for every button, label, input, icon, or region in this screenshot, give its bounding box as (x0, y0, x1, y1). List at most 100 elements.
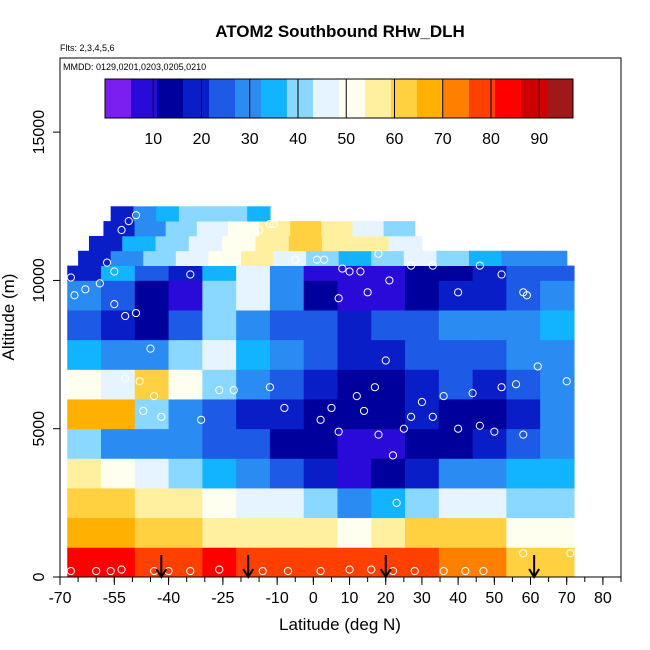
sample-point (283, 566, 293, 576)
heatmap-cell (255, 235, 290, 252)
heatmap-cell (371, 280, 406, 311)
heatmap-cell (403, 250, 438, 266)
heatmap-cell (472, 310, 507, 341)
heatmap-cell (405, 547, 440, 577)
heatmap-cell (438, 547, 474, 577)
sample-point (124, 217, 133, 226)
colorbar-swatch (209, 79, 236, 118)
sample-point (562, 377, 571, 386)
heatmap-cell (303, 339, 339, 370)
heatmap-cell (337, 369, 372, 400)
sample-point (117, 565, 126, 574)
x-tick-label: 70 (558, 590, 576, 607)
heatmap-cell (472, 428, 507, 459)
heatmap-cell (337, 399, 372, 430)
heatmap-cell (134, 488, 170, 519)
heatmap-cell (472, 547, 507, 577)
heatmap-cell (168, 488, 203, 519)
sample-point (345, 267, 354, 276)
heatmap-cell (506, 428, 541, 459)
sample-point (468, 389, 477, 398)
sample-point (490, 427, 499, 436)
heatmap-cell (67, 339, 102, 370)
heatmap-cell (67, 517, 102, 548)
heatmap-cell (133, 206, 157, 222)
heatmap-cell (371, 339, 406, 370)
sample-point (385, 276, 394, 285)
heatmap-cell (306, 250, 340, 266)
heatmap-cell (337, 428, 372, 459)
sample-point (374, 430, 383, 439)
colorbar-swatch (365, 79, 392, 118)
sample-point (131, 308, 141, 318)
y-tick-label: 0 (31, 572, 48, 581)
colorbar-tick-label: 70 (434, 131, 452, 148)
sample-point (381, 356, 390, 365)
colorbar-swatch (313, 79, 340, 118)
heatmap-cell (383, 221, 416, 237)
heatmap-cell (534, 250, 568, 266)
sample-point (81, 285, 90, 294)
heatmap-cell (405, 488, 440, 519)
sample-point (345, 565, 354, 574)
sample-point (146, 344, 155, 353)
sample-point (316, 566, 325, 576)
sample-point (352, 391, 361, 401)
heatmap-cell (202, 265, 237, 281)
heatmap-cell (405, 517, 440, 548)
heatmap-cell (188, 235, 223, 252)
x-tick-label: -25 (211, 590, 234, 607)
heatmap-cell (540, 428, 575, 459)
x-tick-label: 50 (485, 590, 503, 607)
heatmap-cell (303, 265, 339, 281)
heatmap-cell (540, 265, 575, 281)
heatmap-cell (371, 458, 406, 489)
heatmap-cell (337, 517, 372, 548)
heatmap-cell (303, 517, 339, 548)
heatmap-cell (134, 221, 167, 237)
heatmap-cell (540, 280, 575, 311)
heatmap-cell (101, 399, 136, 430)
heatmap-cell (259, 221, 291, 237)
sample-point (316, 415, 325, 424)
x-tick-label: 10 (341, 590, 359, 607)
heatmap-cell (101, 265, 136, 281)
chart-title: ATOM2 Southbound RHw_DLH (215, 22, 465, 41)
sample-point (537, 240, 546, 249)
sample-point (417, 397, 427, 407)
heatmap-cell (506, 369, 541, 400)
sample-point (121, 311, 130, 321)
heatmap-cell (168, 369, 203, 400)
heatmap-cell (67, 399, 102, 430)
heatmap-cell (101, 339, 136, 370)
colorbar-swatch (391, 79, 418, 118)
heatmap-cell (405, 428, 440, 459)
heatmap-cell (134, 280, 170, 311)
heatmap-cell (269, 280, 305, 311)
colorbar-swatch (235, 79, 262, 118)
heatmap-cell (540, 339, 575, 370)
heatmap-cell (371, 265, 406, 281)
sample-point (92, 566, 101, 576)
heatmap-cell (202, 547, 237, 577)
heatmap-cell (273, 250, 307, 266)
heatmap-cell (168, 339, 203, 370)
heatmap-cell (247, 206, 271, 222)
colorbar-swatch (261, 79, 288, 118)
heatmap-cell (101, 369, 136, 400)
heatmap-cell (67, 428, 102, 459)
heatmap-cell (208, 250, 242, 266)
y-tick-label: 10000 (31, 258, 48, 303)
sample-point (254, 225, 264, 235)
heatmap-cell (438, 399, 474, 430)
colorbar-tick-label: 60 (386, 131, 404, 148)
sample-point (497, 270, 506, 279)
heatmap-cell (303, 458, 339, 489)
sample-point (258, 566, 267, 576)
heatmap-cell (67, 310, 102, 341)
sample-point (519, 430, 528, 439)
heatmap-cell (472, 488, 507, 519)
heatmap-cell (224, 206, 248, 222)
sample-point (479, 566, 488, 576)
sample-point (139, 406, 148, 416)
